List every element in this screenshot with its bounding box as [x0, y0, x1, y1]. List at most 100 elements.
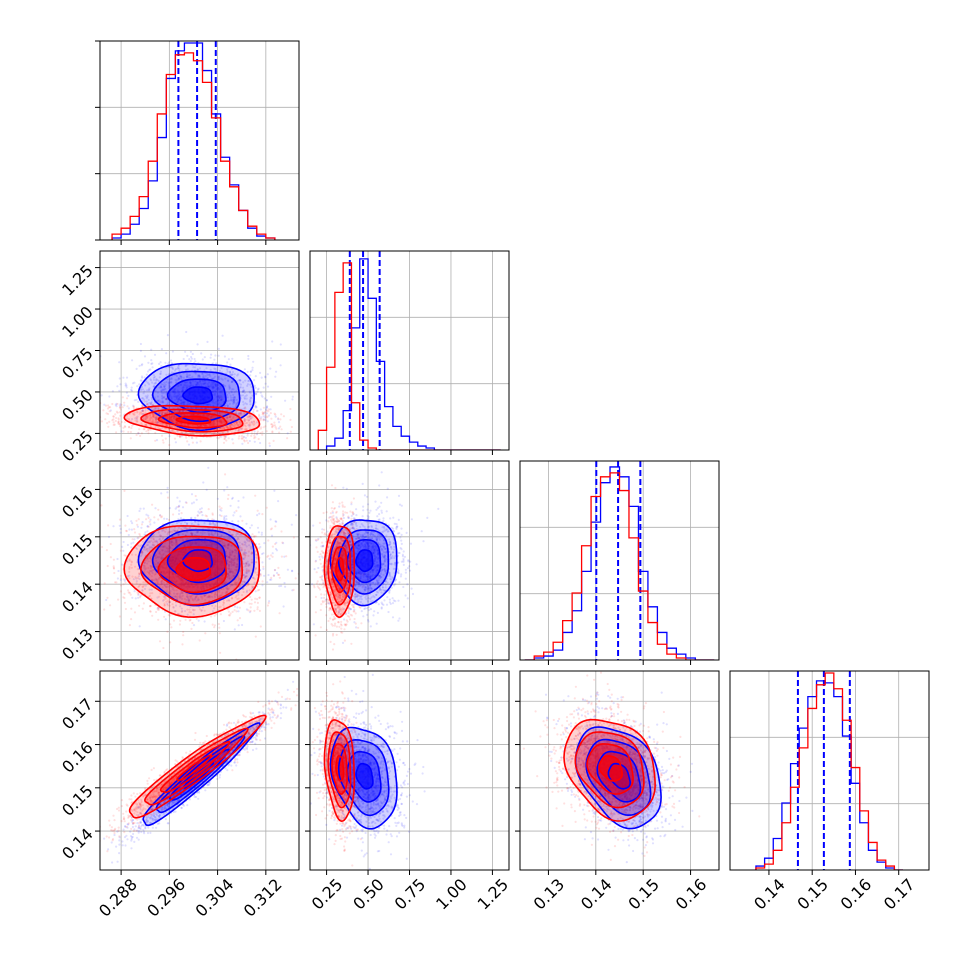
scatter-point	[163, 389, 166, 392]
scatter-point	[153, 521, 156, 524]
scatter-point	[148, 383, 151, 386]
scatter-point	[181, 506, 185, 509]
scatter-point	[192, 366, 195, 369]
scatter-point	[169, 418, 172, 421]
scatter-point	[186, 354, 189, 357]
scatter-point	[172, 513, 175, 516]
scatter-point	[192, 413, 195, 416]
scatter-point	[122, 430, 125, 433]
scatter-point	[259, 625, 262, 628]
scatter-point	[179, 383, 183, 386]
scatter-point	[230, 391, 234, 394]
scatter-point	[87, 572, 89, 574]
scatter-point	[233, 398, 236, 401]
scatter-point	[139, 507, 142, 510]
scatter-point	[224, 435, 227, 438]
scatter-point	[155, 422, 158, 425]
scatter-point	[274, 415, 277, 418]
scatter-point	[209, 417, 212, 420]
scatter-point	[131, 596, 134, 599]
scatter-point	[130, 388, 133, 391]
scatter-point	[152, 415, 155, 418]
scatter-point	[268, 557, 271, 560]
scatter-point	[235, 421, 238, 424]
scatter-point	[226, 430, 230, 433]
scatter-point	[237, 506, 240, 509]
scatter-point	[256, 430, 259, 433]
scatter-point	[262, 386, 265, 389]
scatter-point	[229, 426, 232, 429]
scatter-point	[119, 425, 122, 428]
scatter-point	[238, 379, 241, 382]
scatter-point	[274, 375, 277, 378]
scatter-point	[147, 388, 150, 391]
scatter-point	[155, 416, 158, 419]
scatter-point	[131, 359, 134, 362]
scatter-point	[176, 398, 179, 401]
scatter-point	[145, 397, 148, 400]
scatter-point	[221, 334, 224, 337]
scatter-point	[162, 646, 165, 650]
scatter-point	[146, 394, 149, 397]
scatter-point	[258, 417, 261, 420]
scatter-point	[131, 538, 134, 541]
scatter-point	[285, 555, 288, 558]
scatter-point	[168, 361, 171, 364]
scatter-point	[180, 511, 183, 515]
scatter-point	[223, 421, 226, 424]
scatter-point	[221, 408, 225, 411]
scatter-point	[232, 398, 235, 401]
scatter-point	[246, 432, 249, 435]
scatter-point	[103, 608, 106, 611]
scatter-point	[194, 383, 197, 386]
scatter-point	[242, 496, 245, 499]
scatter-point	[164, 618, 167, 621]
scatter-point	[217, 388, 220, 391]
scatter-point	[152, 415, 155, 418]
scatter-point	[153, 416, 156, 419]
scatter-point	[144, 423, 148, 426]
scatter-point	[291, 398, 294, 401]
scatter-point	[181, 410, 184, 413]
scatter-point	[178, 367, 181, 370]
scatter-point	[219, 396, 222, 399]
scatter-point	[280, 530, 283, 533]
scatter-point	[201, 414, 205, 417]
scatter-point	[250, 598, 253, 601]
scatter-point	[127, 589, 130, 592]
scatter-point	[150, 401, 153, 404]
scatter-point	[166, 491, 169, 494]
scatter-point	[220, 421, 223, 424]
scatter-point	[149, 378, 152, 381]
scatter-point	[248, 414, 251, 418]
scatter-point	[158, 399, 161, 402]
scatter-point	[136, 385, 139, 388]
scatter-point	[246, 383, 250, 386]
scatter-point	[284, 399, 287, 402]
scatter-point	[231, 373, 234, 376]
scatter-point	[289, 407, 292, 411]
scatter-point	[258, 588, 261, 592]
scatter-point	[214, 354, 217, 357]
scatter-point	[112, 421, 115, 424]
scatter-point	[212, 386, 215, 389]
scatter-point	[240, 394, 243, 397]
scatter-point	[154, 507, 157, 510]
scatter-point	[203, 356, 206, 359]
scatter-point	[245, 428, 248, 431]
scatter-point	[218, 626, 221, 629]
scatter-point	[166, 403, 169, 406]
scatter-point	[214, 383, 218, 387]
scatter-point	[166, 411, 169, 414]
scatter-point	[148, 414, 151, 417]
scatter-point	[197, 375, 200, 379]
scatter-point	[168, 378, 171, 381]
scatter-point	[100, 504, 103, 507]
scatter-point	[250, 432, 254, 435]
scatter-point	[232, 402, 235, 405]
scatter-point	[118, 518, 122, 521]
scatter-point	[231, 370, 235, 374]
scatter-point	[122, 376, 125, 379]
scatter-point	[217, 376, 220, 379]
scatter-point	[260, 394, 263, 397]
